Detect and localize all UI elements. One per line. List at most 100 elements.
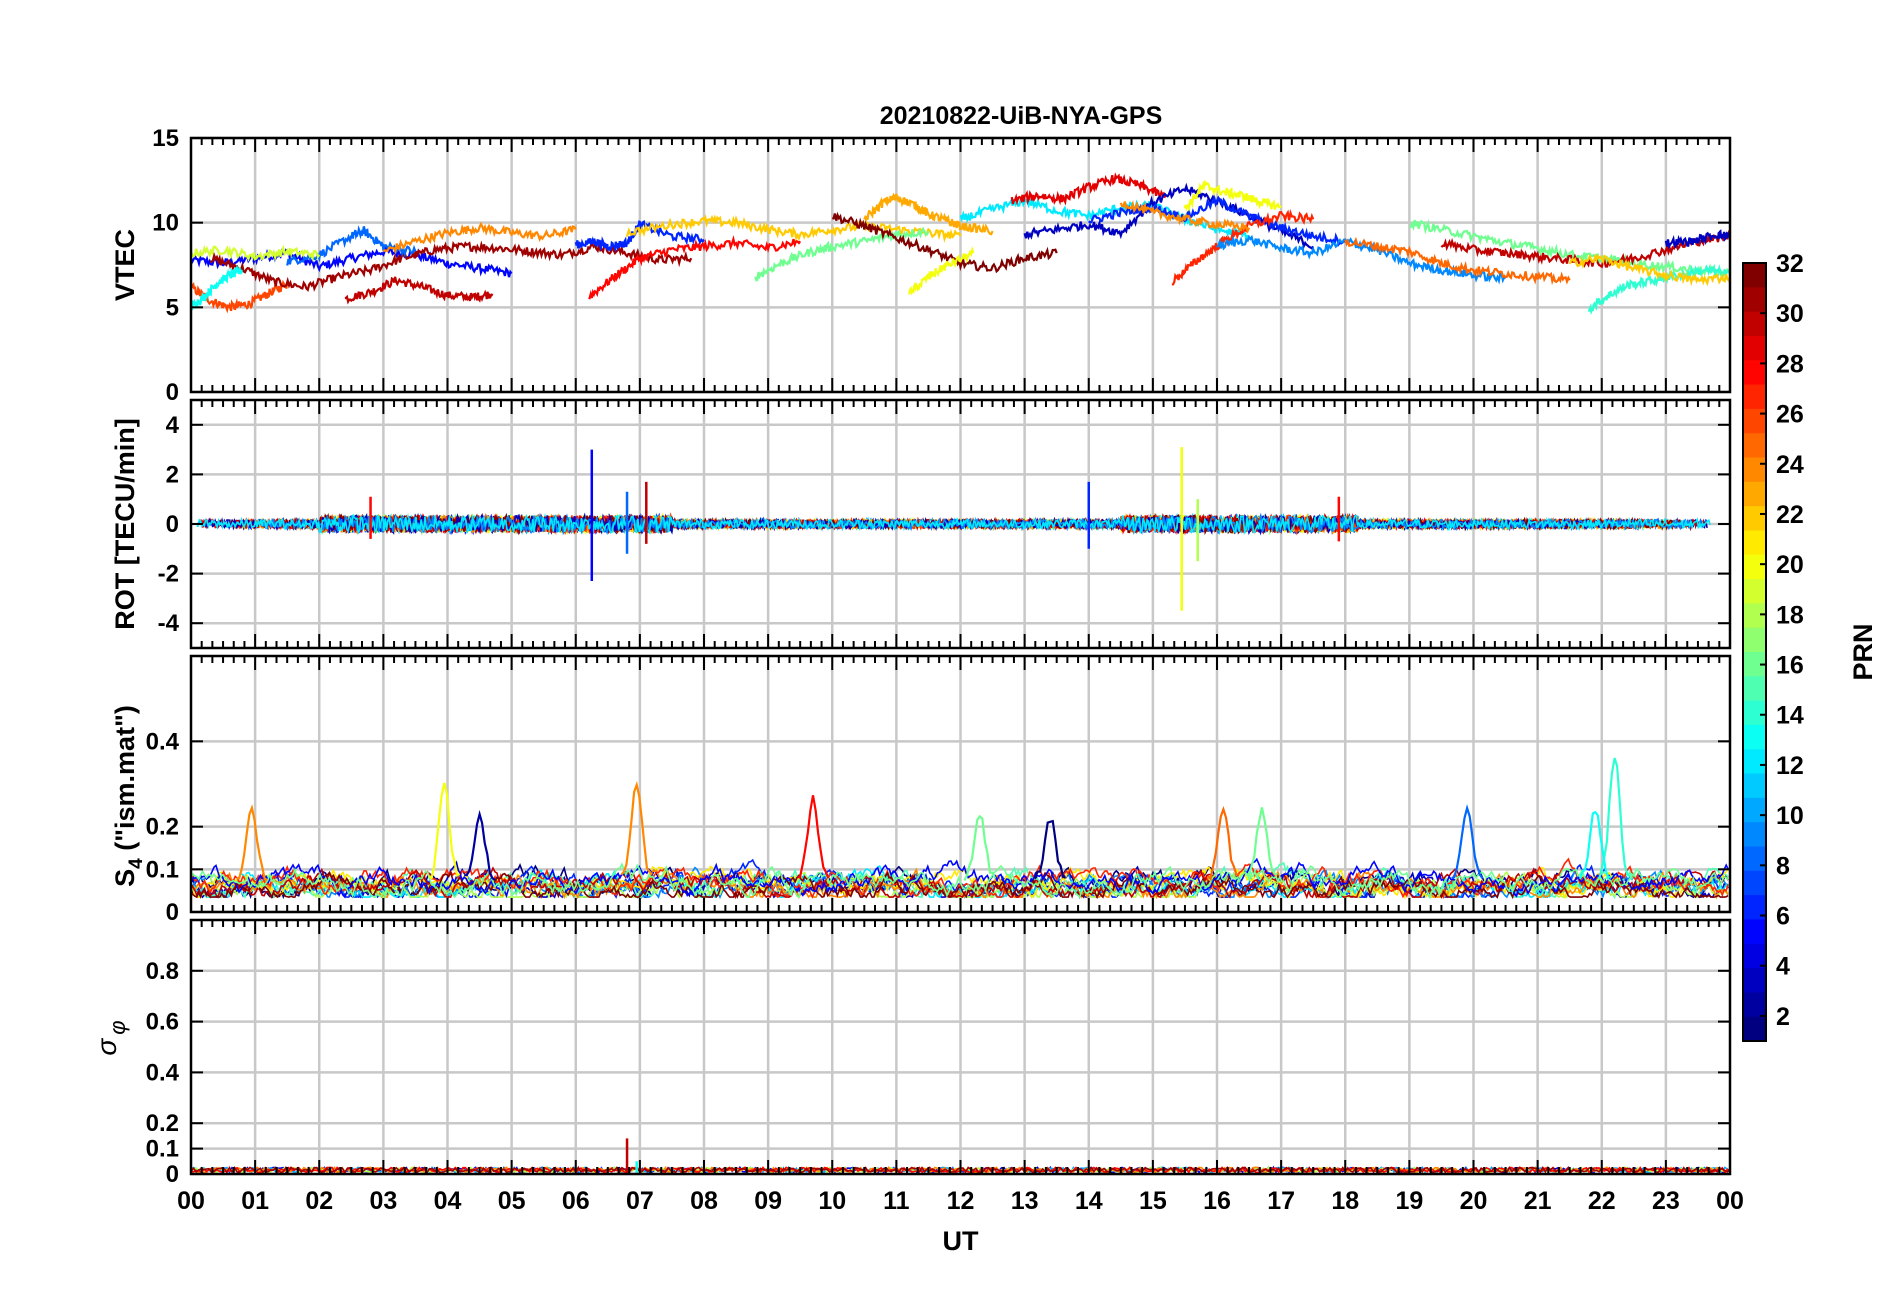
colorbar-tick-label: 4 xyxy=(1776,953,1790,981)
s4-series-prn-5 xyxy=(190,857,1729,899)
colorbar-tick-label: 14 xyxy=(1776,702,1804,730)
x-tick-label: 01 xyxy=(241,1187,269,1215)
sigma-ytick-label: 0.4 xyxy=(146,1059,180,1086)
vtec-series-prn-28 xyxy=(588,235,802,300)
vtec-series-prn-20 xyxy=(1183,179,1282,213)
x-tick-label: 11 xyxy=(883,1187,910,1215)
rot-ytick-label: -2 xyxy=(158,561,179,588)
colorbar-tick-label: 20 xyxy=(1776,551,1804,579)
s4-ylabel-rest: ("ism.mat") xyxy=(110,705,140,858)
x-tick-label: 12 xyxy=(947,1187,975,1215)
vtec-series-prn-24 xyxy=(1119,200,1251,234)
sigma-phi-panel: 00.10.2 0.4 0.6 0.8 σφ xyxy=(91,918,1732,1188)
figure-title: 20210822-UiB-NYA-GPS xyxy=(880,102,1163,130)
vtec-series-prn-20 xyxy=(908,245,975,296)
x-tick-label: 00 xyxy=(177,1187,205,1215)
vtec-ytick-label: 0 xyxy=(166,379,179,406)
sigma-ytick-label: 0.2 xyxy=(146,1110,179,1137)
rot-panel: -4 -2 0 2 4 ROT [TECU/min] xyxy=(110,398,1732,650)
colorbar-swatch xyxy=(1743,846,1766,872)
sigma-ylabel: σφ xyxy=(91,1020,130,1055)
sigma-ytick-label: 0 xyxy=(166,1161,179,1188)
s4-peak xyxy=(1578,810,1612,880)
x-tick-label: 00 xyxy=(1716,1187,1744,1215)
colorbar-swatch xyxy=(1743,311,1766,337)
sigma-ytick-label: 0.1 xyxy=(146,1136,179,1163)
colorbar-swatch xyxy=(1743,554,1766,580)
x-tick-label: 15 xyxy=(1139,1187,1167,1215)
colorbar-swatch xyxy=(1743,408,1766,434)
sigma-ytick-label: 0.8 xyxy=(146,958,179,985)
vtec-ytick-label: 5 xyxy=(166,294,179,321)
colorbar-swatch xyxy=(1743,506,1766,532)
x-tick-label: 07 xyxy=(626,1187,654,1215)
colorbar-swatch xyxy=(1743,652,1766,677)
x-tick-label: 05 xyxy=(498,1187,526,1215)
s4-ylabel: S4 ("ism.mat") xyxy=(110,705,147,887)
colorbar-tick-label: 18 xyxy=(1776,601,1804,629)
colorbar-swatch xyxy=(1743,968,1766,993)
vtec-series-prn-25 xyxy=(1344,236,1571,286)
x-tick-label: 22 xyxy=(1588,1187,1616,1215)
colorbar-swatch xyxy=(1743,822,1766,848)
colorbar-swatch xyxy=(1743,457,1766,483)
s4-peak xyxy=(464,809,496,881)
vtec-series-prn-12 xyxy=(959,196,1250,244)
s4-series-prn-32 xyxy=(190,870,1729,900)
colorbar-swatch xyxy=(1743,1016,1766,1042)
x-tick-label: 16 xyxy=(1203,1187,1231,1215)
colorbar-swatch xyxy=(1743,481,1766,507)
x-tick-label: 06 xyxy=(562,1187,590,1215)
s4-peak xyxy=(1033,819,1067,880)
colorbar-swatch xyxy=(1743,943,1766,969)
s4-series-prn-27 xyxy=(190,857,1729,900)
colorbar-swatch xyxy=(1743,384,1766,410)
s4-ytick-label: 0.2 xyxy=(146,814,179,841)
sigma-ytick-label: 0.6 xyxy=(146,1009,179,1036)
vtec-series-prn-24 xyxy=(382,221,577,255)
sigma-ylabel-main: σ xyxy=(91,1038,122,1056)
x-tick-label: 14 xyxy=(1075,1187,1103,1215)
s4-series-prn-9 xyxy=(190,866,1729,900)
x-tick-label: 17 xyxy=(1267,1187,1295,1215)
x-axis-label: UT xyxy=(943,1226,979,1256)
vtec-series-prn-9 xyxy=(1216,234,1507,285)
x-tick-label: 02 xyxy=(305,1187,333,1215)
x-tick-label: 21 xyxy=(1524,1187,1552,1215)
vtec-series-prn-19 xyxy=(190,244,321,263)
colorbar-swatch xyxy=(1743,530,1766,556)
vtec-series-prn-30 xyxy=(344,276,494,305)
rot-ytick-label: 0 xyxy=(166,511,179,538)
x-tick-label: 10 xyxy=(818,1187,846,1215)
rot-ytick-label: 2 xyxy=(166,461,179,488)
colorbar-swatch xyxy=(1743,700,1766,726)
colorbar-swatch xyxy=(1743,749,1766,775)
vtec-series-prn-16 xyxy=(1409,219,1731,279)
vtec-ytick-label: 15 xyxy=(152,125,179,152)
colorbar-border xyxy=(1742,262,1767,1042)
x-tick-label: 04 xyxy=(434,1187,462,1215)
colorbar-tick-label: 16 xyxy=(1776,652,1804,680)
s4-ytick-label: 0.1 xyxy=(146,856,179,883)
sigma-ylabel-sub: φ xyxy=(105,1020,130,1034)
s4-ytick-label: 0 xyxy=(166,899,179,926)
x-tick-label: 23 xyxy=(1652,1187,1680,1215)
vtec-series-prn-16 xyxy=(754,226,930,282)
colorbar-tick-label: 30 xyxy=(1776,300,1804,328)
colorbar-swatch xyxy=(1743,992,1766,1018)
colorbar-swatch xyxy=(1743,895,1766,921)
vtec-series-prn-3 xyxy=(1023,182,1315,250)
vtec-ylabel: VTEC xyxy=(110,229,140,301)
s4-ytick-label: 0.4 xyxy=(146,728,180,755)
vtec-series-prn-29 xyxy=(1010,172,1167,206)
vtec-series-prn-22 xyxy=(625,214,962,243)
colorbar-swatch xyxy=(1743,287,1766,313)
vtec-series-prn-31 xyxy=(210,240,693,292)
colorbar-tick-label: 28 xyxy=(1776,350,1804,378)
colorbar-swatch xyxy=(1743,724,1766,750)
x-tick-label: 08 xyxy=(690,1187,718,1215)
s4-series-prn-30 xyxy=(190,866,1729,900)
colorbar-tick-label: 6 xyxy=(1776,903,1790,931)
